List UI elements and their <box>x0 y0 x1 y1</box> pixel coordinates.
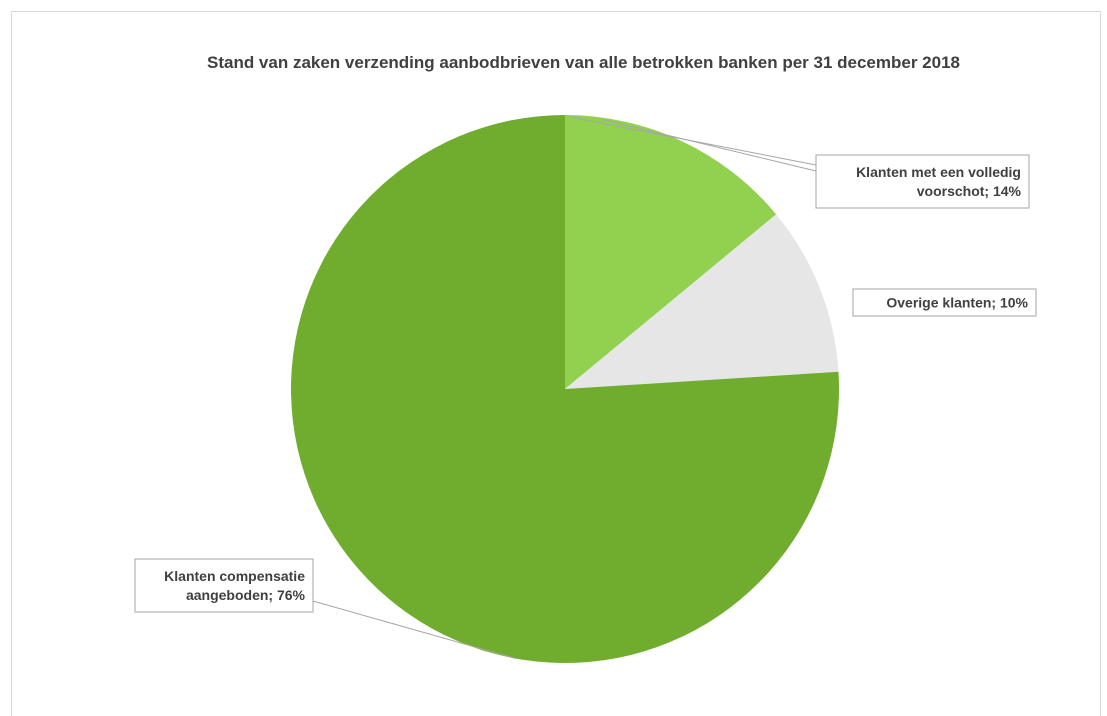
data-label-1-line-2: voorschot; 14% <box>917 183 1022 199</box>
pie-slice-3 <box>290 115 839 663</box>
pie-slice-2 <box>565 214 839 389</box>
data-label-2-line-1: Overige klanten; 10% <box>886 295 1028 311</box>
pie-slice-1 <box>565 115 777 389</box>
leader-line-3 <box>312 600 516 660</box>
leader-line-1b <box>602 119 817 172</box>
data-label-box-1 <box>815 154 1030 209</box>
data-label-3-line-1: Klanten compensatie <box>164 568 305 584</box>
data-label-box-3 <box>134 558 314 613</box>
chart-title: Stand van zaken verzending aanbodbrieven… <box>206 53 960 72</box>
pie-slices <box>290 115 839 663</box>
data-label-box-2 <box>852 288 1037 317</box>
data-label-3-line-2: aangeboden; 76% <box>186 587 306 603</box>
data-labels: Klanten met een volledig voorschot; 14% Ov… <box>134 154 1037 613</box>
data-label-1-line-1: Klanten met een volledig <box>856 164 1021 180</box>
leader-lines <box>312 116 817 660</box>
